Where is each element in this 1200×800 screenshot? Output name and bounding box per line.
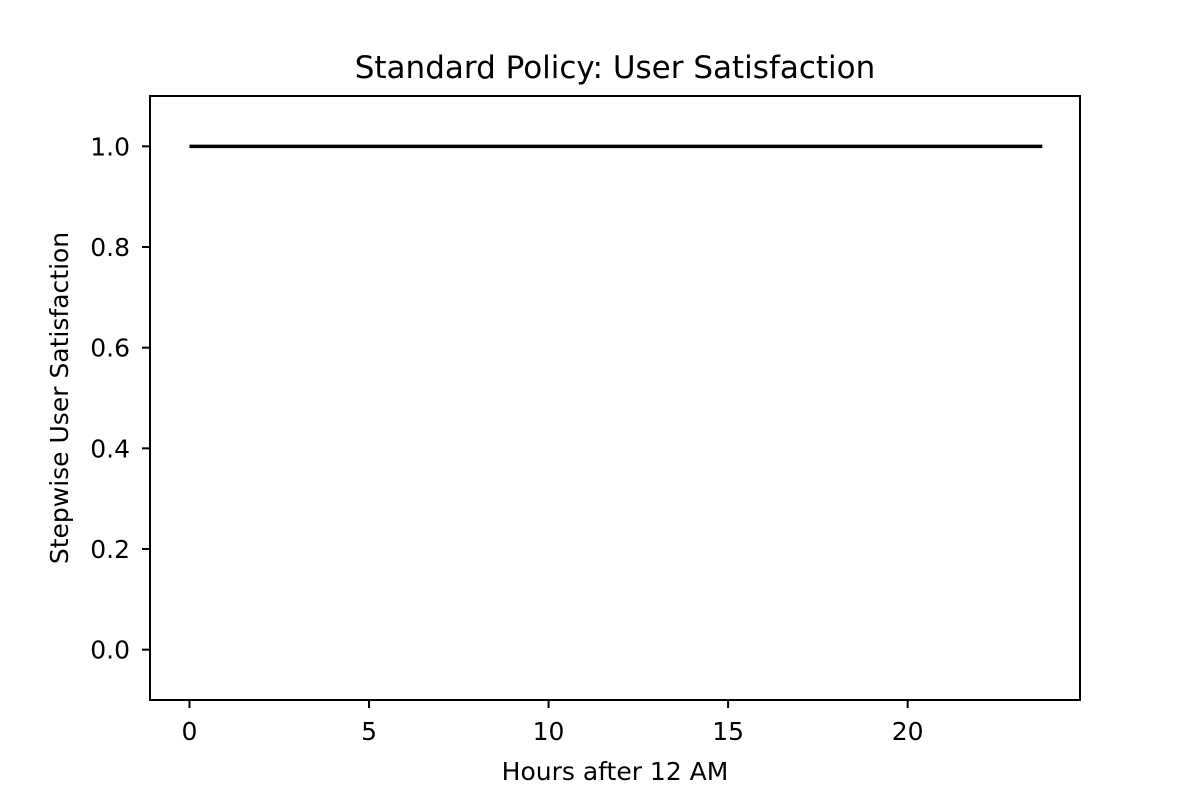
chart-title: Standard Policy: User Satisfaction bbox=[355, 50, 876, 86]
x-axis: 0 5 10 15 20 bbox=[182, 700, 924, 746]
x-tick-label: 10 bbox=[533, 717, 565, 746]
x-axis-label: Hours after 12 AM bbox=[502, 757, 729, 786]
x-tick-label: 15 bbox=[712, 717, 744, 746]
x-tick-label: 0 bbox=[182, 717, 198, 746]
y-axis-label: Stepwise User Satisfaction bbox=[45, 232, 74, 564]
y-tick-label: 0.0 bbox=[90, 636, 130, 665]
y-axis: 0.0 0.2 0.4 0.6 0.8 1.0 bbox=[90, 132, 150, 665]
y-tick-label: 1.0 bbox=[90, 132, 130, 161]
x-tick-label: 5 bbox=[361, 717, 377, 746]
y-tick-label: 0.2 bbox=[90, 535, 130, 564]
plot-frame bbox=[149, 95, 1081, 701]
x-tick-label: 20 bbox=[892, 717, 924, 746]
y-tick-label: 0.4 bbox=[90, 434, 130, 463]
y-tick-label: 0.6 bbox=[90, 334, 130, 363]
y-tick-label: 0.8 bbox=[90, 233, 130, 262]
